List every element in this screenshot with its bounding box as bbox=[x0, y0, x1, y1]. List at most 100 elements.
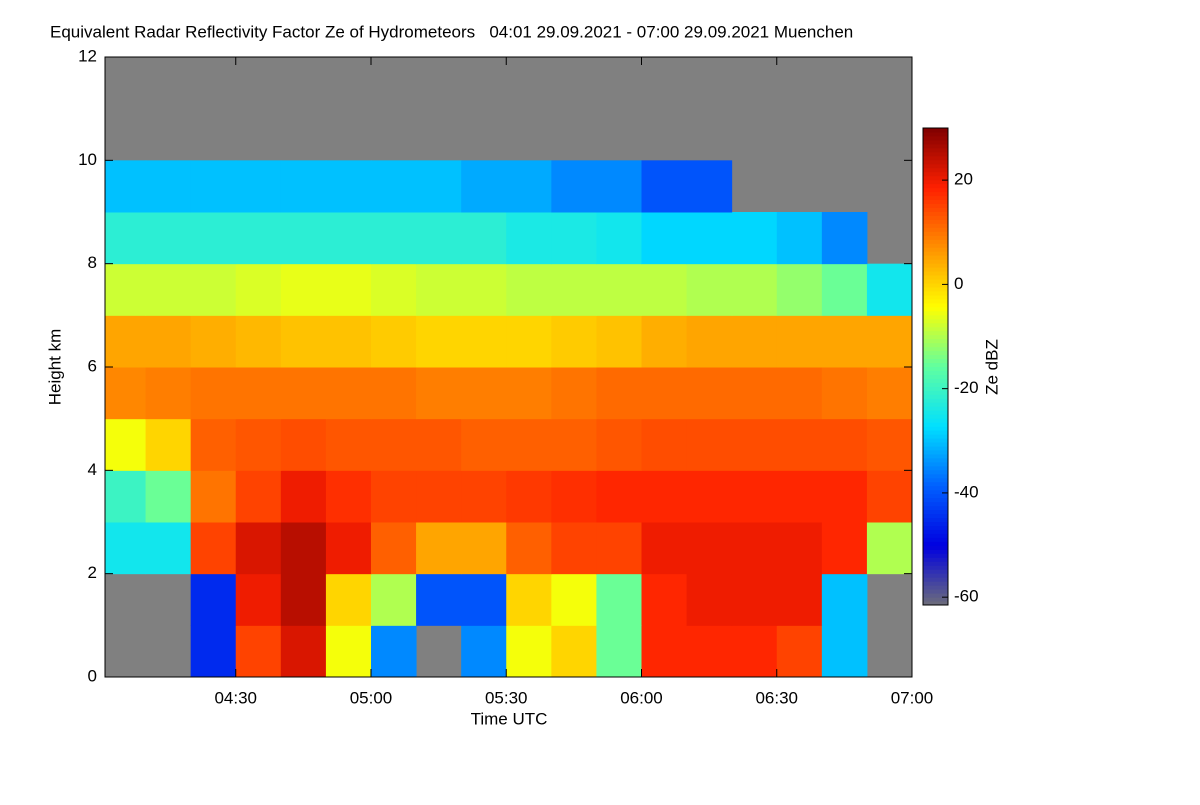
heatmap-cell bbox=[325, 625, 372, 678]
heatmap-cell bbox=[596, 573, 642, 626]
heatmap-cell bbox=[731, 263, 778, 316]
heatmap-cell bbox=[461, 212, 507, 265]
heatmap-cell bbox=[461, 315, 507, 368]
heatmap-cell bbox=[506, 367, 552, 420]
colorbar-segment bbox=[923, 449, 948, 455]
heatmap-cell bbox=[821, 470, 868, 523]
colorbar-segment bbox=[923, 346, 948, 352]
colorbar-segment bbox=[923, 549, 948, 554]
colorbar-segment bbox=[923, 219, 948, 224]
colorbar-segment bbox=[923, 509, 948, 515]
colorbar-segment bbox=[923, 505, 948, 511]
colorbar-tick-label: -40 bbox=[954, 482, 979, 501]
heatmap-cell bbox=[551, 315, 597, 368]
colorbar-segment bbox=[923, 290, 948, 296]
heatmap-cell bbox=[461, 160, 507, 213]
x-tick-label: 06:30 bbox=[755, 688, 798, 707]
colorbar-segment bbox=[923, 195, 948, 201]
heatmap-cell bbox=[370, 315, 417, 368]
heatmap-cell bbox=[596, 212, 642, 265]
heatmap-cell bbox=[641, 522, 688, 575]
colorbar-segment bbox=[923, 318, 948, 324]
colorbar-segment bbox=[923, 497, 948, 503]
heatmap-cell bbox=[821, 522, 868, 575]
heatmap-cell bbox=[776, 522, 823, 575]
colorbar-segment bbox=[923, 147, 948, 153]
y-tick-label: 10 bbox=[78, 150, 97, 169]
colorbar-segment bbox=[923, 565, 948, 570]
heatmap-cell bbox=[325, 522, 372, 575]
heatmap-cell bbox=[506, 160, 552, 213]
heatmap-cell bbox=[190, 418, 237, 471]
heatmap-cell bbox=[506, 315, 552, 368]
colorbar-segment bbox=[923, 215, 948, 220]
heatmap-cell bbox=[235, 418, 282, 471]
colorbar-segment bbox=[923, 163, 948, 169]
colorbar-segment bbox=[923, 446, 948, 451]
colorbar-segment bbox=[923, 366, 948, 371]
colorbar-segment bbox=[923, 513, 948, 519]
colorbar-segment bbox=[923, 545, 948, 550]
colorbar-segment bbox=[923, 585, 948, 590]
heatmap-cell bbox=[461, 573, 507, 626]
heatmap-cell bbox=[731, 522, 778, 575]
colorbar-segment bbox=[923, 501, 948, 507]
y-axis-label: Height km bbox=[45, 329, 64, 406]
x-tick-label: 06:00 bbox=[620, 688, 663, 707]
heatmap-cell bbox=[686, 367, 733, 420]
heatmap-cell bbox=[416, 573, 462, 626]
heatmap-cell bbox=[235, 263, 282, 316]
heatmap-cell bbox=[731, 625, 778, 678]
heatmap-cell bbox=[461, 367, 507, 420]
colorbar-tick-label: 0 bbox=[954, 274, 963, 293]
heatmap-cell bbox=[190, 470, 237, 523]
heatmap-cell bbox=[370, 367, 417, 420]
heatmap-cell bbox=[325, 418, 372, 471]
y-tick-label: 8 bbox=[88, 253, 97, 272]
heatmap-cell bbox=[145, 212, 192, 265]
heatmap-cell bbox=[686, 470, 733, 523]
heatmap-cell bbox=[145, 470, 192, 523]
colorbar-segment bbox=[923, 521, 948, 526]
heatmap-cell bbox=[105, 263, 147, 316]
heatmap-cell bbox=[370, 625, 417, 678]
colorbar-segment bbox=[923, 557, 948, 562]
heatmap-cell bbox=[686, 418, 733, 471]
colorbar-segment bbox=[923, 533, 948, 538]
colorbar-segment bbox=[923, 199, 948, 205]
colorbar-segment bbox=[923, 159, 948, 165]
heatmap-cell bbox=[506, 470, 552, 523]
colorbar-segment bbox=[923, 477, 948, 483]
heatmap-cell bbox=[686, 263, 733, 316]
colorbar-segment bbox=[923, 330, 948, 336]
heatmap-cell bbox=[461, 470, 507, 523]
heatmap-cell bbox=[821, 625, 868, 678]
colorbar-segment bbox=[923, 227, 948, 232]
y-tick-label: 6 bbox=[88, 356, 97, 375]
heatmap-cell bbox=[731, 315, 778, 368]
heatmap-cell bbox=[596, 470, 642, 523]
heatmap-cell bbox=[325, 212, 372, 265]
heatmap-cell bbox=[506, 418, 552, 471]
heatmap-cell bbox=[641, 160, 688, 213]
colorbar-segment bbox=[923, 263, 948, 268]
heatmap-cell bbox=[776, 418, 823, 471]
heatmap-cell bbox=[280, 315, 327, 368]
heatmap-cell bbox=[596, 367, 642, 420]
heatmap-cell bbox=[190, 367, 237, 420]
colorbar-segment bbox=[923, 434, 948, 439]
heatmap-cell bbox=[325, 160, 372, 213]
colorbar-segment bbox=[923, 171, 948, 177]
x-axis-label: Time UTC bbox=[471, 709, 548, 728]
heatmap-cell bbox=[461, 522, 507, 575]
heatmap-cell bbox=[370, 212, 417, 265]
colorbar-segment bbox=[923, 350, 948, 356]
heatmap-cell bbox=[821, 418, 868, 471]
x-tick-label: 07:00 bbox=[891, 688, 934, 707]
heatmap-cell bbox=[641, 470, 688, 523]
heatmap-cell bbox=[190, 315, 237, 368]
colorbar-segment bbox=[923, 338, 948, 344]
colorbar-segment bbox=[923, 390, 948, 395]
colorbar-segment bbox=[923, 306, 948, 312]
heatmap-cell bbox=[235, 367, 282, 420]
